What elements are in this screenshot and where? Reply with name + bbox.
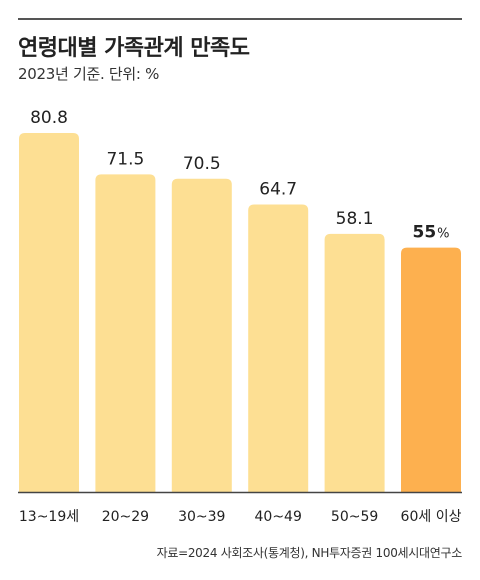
category-label-1: 20~29	[102, 509, 149, 525]
chart-title: 연령대별 가족관계 만족도	[18, 36, 250, 61]
bar-2	[171, 178, 232, 492]
chart-subtitle: 2023년 기준. 단위: %	[18, 65, 160, 83]
source-note: 자료=2024 사회조사(통계청), NH투자증권 100세시대연구소	[156, 546, 463, 560]
top-rule	[18, 18, 462, 20]
bar-0	[19, 133, 79, 492]
value-label-2: 70.5	[183, 154, 221, 174]
value-label-3: 64.7	[259, 180, 297, 200]
value-label-0: 80.8	[30, 108, 68, 128]
bar-3	[248, 204, 309, 492]
value-label-1: 71.5	[106, 149, 144, 169]
category-label-3: 40~49	[255, 509, 302, 525]
category-label-0: 13~19세	[19, 509, 79, 525]
value-label-5: 55%	[412, 223, 449, 243]
value-label-4: 58.1	[336, 209, 374, 229]
bar-5	[401, 247, 461, 492]
bar-4	[324, 233, 385, 492]
category-label-5: 60세 이상	[401, 509, 462, 525]
bar-1	[95, 174, 156, 492]
category-label-4: 50~59	[331, 509, 378, 525]
category-label-2: 30~39	[178, 509, 225, 525]
